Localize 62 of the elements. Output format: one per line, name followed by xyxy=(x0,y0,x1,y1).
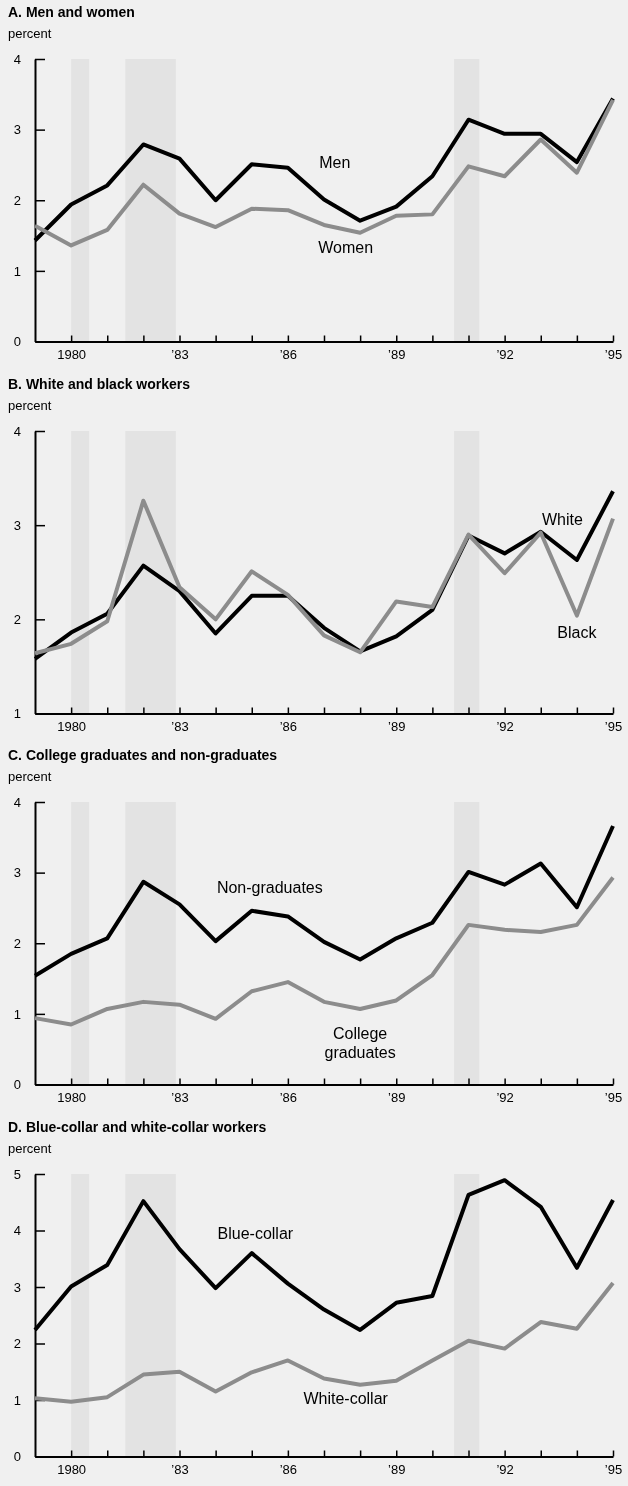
x-tick-label: ’89 xyxy=(388,1461,406,1477)
x-tick-label: 1980 xyxy=(57,718,87,734)
y-tick-label: 0 xyxy=(13,1448,21,1464)
y-tick-label: 2 xyxy=(13,935,21,951)
y-tick-label: 4 xyxy=(13,51,21,67)
x-tick-label: ’89 xyxy=(388,346,406,362)
x-tick-label: ’86 xyxy=(279,718,298,734)
series-label: Black xyxy=(557,623,598,641)
y-tick-label: 4 xyxy=(13,423,21,439)
y-tick-label: 4 xyxy=(13,1222,21,1238)
y-tick-label: 2 xyxy=(13,611,21,627)
x-tick-label: ’83 xyxy=(171,718,189,734)
x-tick-label: ’92 xyxy=(496,346,514,362)
x-tick-label: 1980 xyxy=(57,1089,87,1105)
x-tick-label: ’83 xyxy=(171,346,189,362)
series-label: Women xyxy=(318,238,374,256)
x-tick-label: 1980 xyxy=(57,1461,87,1477)
y-tick-label: 2 xyxy=(13,1335,21,1351)
x-tick-label: ’83 xyxy=(171,1461,189,1477)
y-axis-title: percent xyxy=(8,1140,52,1156)
x-tick-label: ’95 xyxy=(604,1461,623,1477)
y-axis-title: percent xyxy=(8,26,52,41)
y-tick-label: 5 xyxy=(13,1166,21,1182)
x-tick-label: 1980 xyxy=(57,346,87,362)
y-tick-label: 1 xyxy=(13,1006,21,1022)
y-tick-label: 1 xyxy=(13,705,21,721)
x-tick-label: ’86 xyxy=(279,346,298,362)
x-tick-label: ’92 xyxy=(496,1461,514,1477)
series-label: Men xyxy=(319,154,351,172)
line-series xyxy=(33,875,615,1027)
chart-title: C. College graduates and non-graduates xyxy=(8,747,278,763)
x-tick-label: ’89 xyxy=(388,1089,406,1105)
chart-title: D. Blue-collar and white-collar workers xyxy=(8,1118,267,1135)
line-series xyxy=(33,1280,615,1404)
x-tick-label: ’92 xyxy=(496,718,514,734)
y-tick-label: 3 xyxy=(13,1279,21,1295)
series-label: Blue-collar xyxy=(217,1224,294,1242)
x-tick-label: ’83 xyxy=(171,1089,189,1105)
x-tick-label: ’89 xyxy=(388,718,406,734)
x-tick-label: ’95 xyxy=(604,1089,623,1105)
y-tick-label: 3 xyxy=(13,122,21,138)
y-tick-label: 4 xyxy=(13,794,21,810)
x-tick-label: ’86 xyxy=(279,1089,298,1105)
chart-title: B. White and black workers xyxy=(8,375,191,392)
x-tick-label: ’92 xyxy=(496,1089,514,1105)
x-tick-label: ’95 xyxy=(604,718,623,734)
y-tick-label: 0 xyxy=(13,334,21,350)
y-axis-title: percent xyxy=(8,397,52,413)
y-axis-title: percent xyxy=(8,769,52,784)
chart-title: A. Men and women xyxy=(8,4,135,20)
series-label: College graduates xyxy=(324,1025,396,1061)
y-tick-label: 0 xyxy=(13,1077,21,1093)
y-tick-label: 3 xyxy=(13,517,21,533)
y-tick-label: 3 xyxy=(13,865,21,881)
x-tick-label: ’86 xyxy=(279,1461,298,1477)
y-tick-label: 1 xyxy=(13,1392,21,1408)
x-tick-label: ’95 xyxy=(604,346,623,362)
series-label: Non-graduates xyxy=(216,879,323,897)
series-label: White-collar xyxy=(303,1389,389,1407)
y-tick-label: 1 xyxy=(13,263,21,279)
y-tick-label: 2 xyxy=(13,192,21,208)
series-label: White xyxy=(541,510,583,528)
